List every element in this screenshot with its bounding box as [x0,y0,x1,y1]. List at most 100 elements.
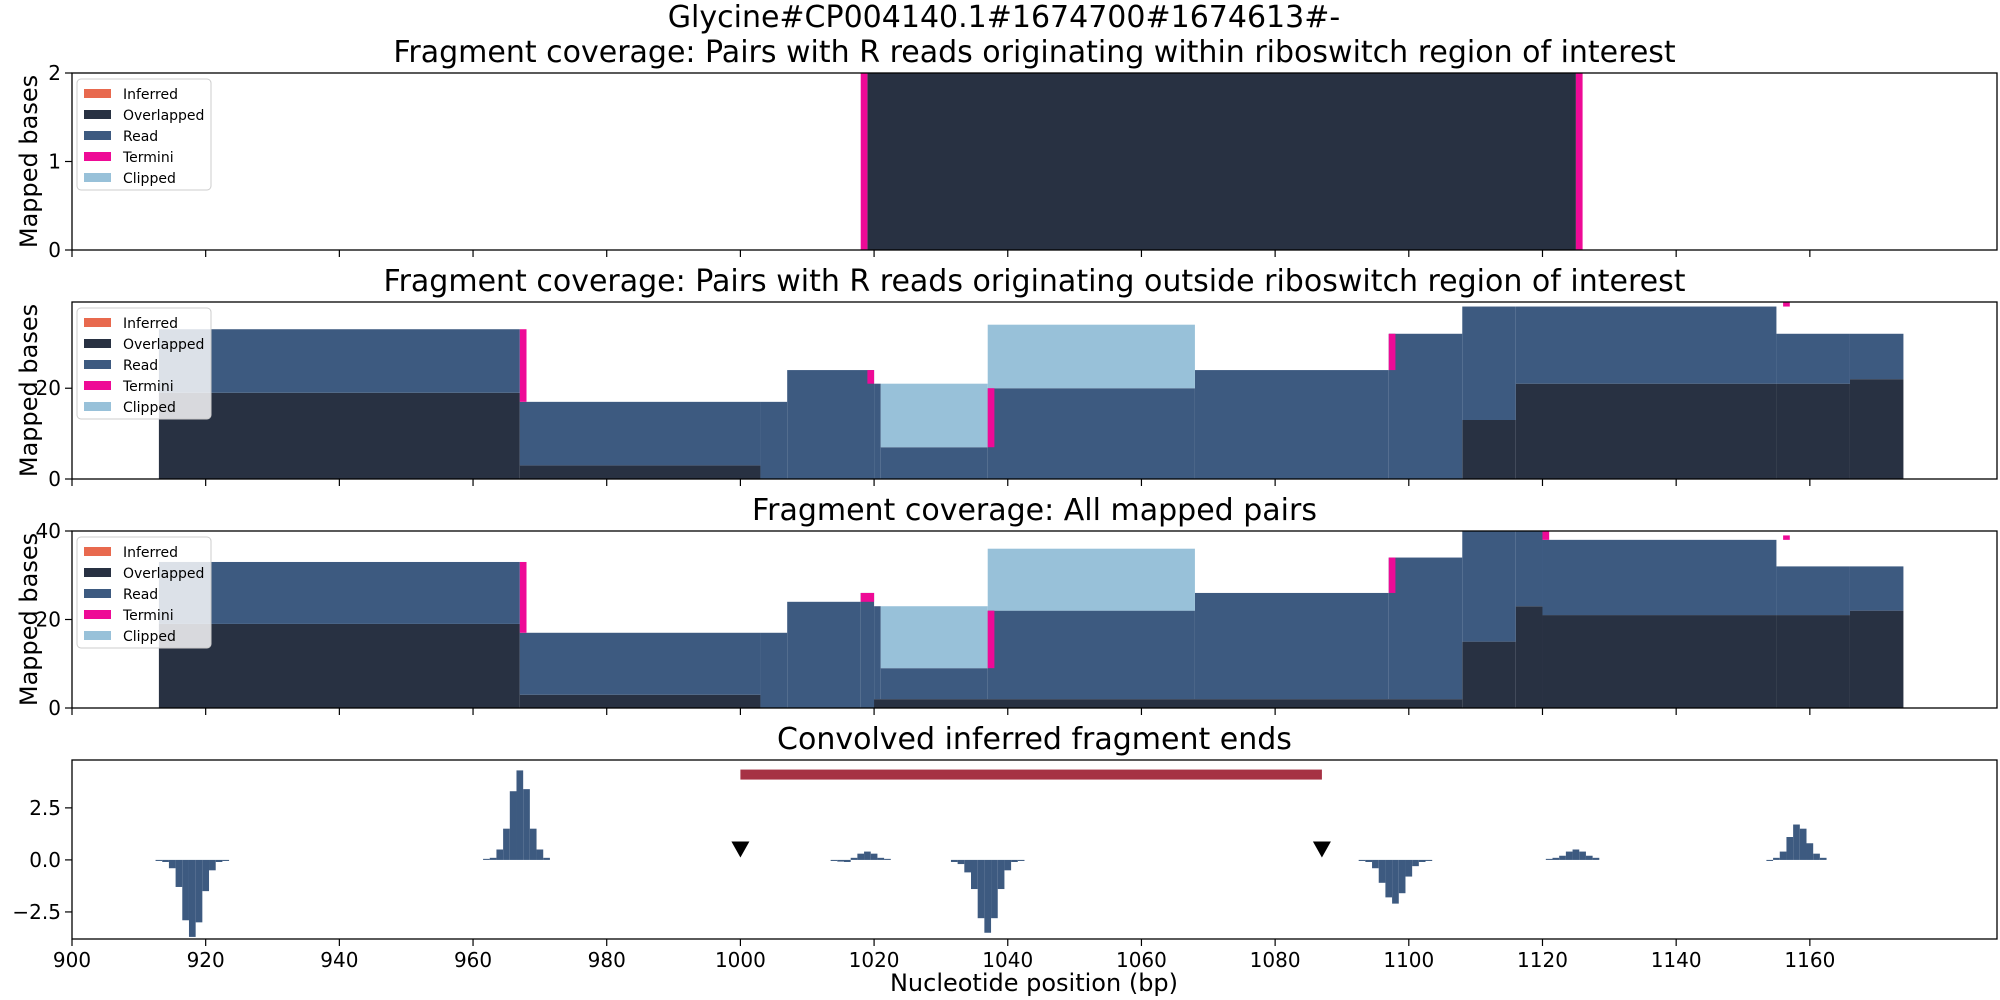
x-tick-label: 920 [187,948,225,972]
end-bar [1813,853,1820,860]
x-axis-label: Nucleotide position (bp) [890,969,1178,997]
legend-swatch [84,568,111,577]
legend-swatch [84,631,111,640]
legend-frame [76,78,212,191]
end-bar [877,857,885,860]
end-bar [984,859,992,933]
end-bar [857,853,865,860]
overlapped-segment [1776,383,1850,479]
y-tick-label: −2.5 [12,900,61,924]
legend: Inferred Overlapped Read Termini Clipped [76,536,212,649]
legend-label: Read [123,587,158,603]
end-bar [864,851,871,860]
end-bar [175,859,183,887]
y-tick-label: 0 [48,238,61,262]
end-bar [1806,843,1814,860]
read-segment [1194,370,1389,479]
axes-frame [71,301,1998,480]
end-bar [1766,859,1774,861]
plot-area [158,531,1904,708]
y-axis-label: Mapped bases [15,533,43,706]
legend-label: Clipped [123,400,176,416]
end-bar [884,858,891,860]
end-bar [1392,859,1399,904]
legend-label: Inferred [123,87,178,103]
panel-title: Fragment coverage: All mapped pairs [752,493,1317,528]
legend-label: Clipped [123,171,176,187]
x-tick-label: 980 [588,948,626,972]
figure-suptitle: Glycine#CP004140.1#1674700#1674613#- [668,0,1340,35]
read-segment [158,329,520,393]
legend-label: Overlapped [123,108,204,124]
x-tick-label: 1100 [1383,948,1434,972]
end-bar [1398,859,1406,894]
panel-title: Convolved inferred fragment ends [777,722,1292,757]
legend: Inferred Overlapped Read Termini Clipped [76,78,212,191]
end-bar [155,859,163,861]
overlapped-segment [158,392,520,479]
read-segment [987,610,1195,700]
overlapped-segment [867,699,1463,708]
end-bar [1552,857,1560,860]
end-bar [964,859,972,873]
x-tick-label: 900 [53,948,91,972]
legend-label: Termini [122,379,174,395]
panels: Fragment coverage: Pairs with R reads or… [12,35,1998,972]
termini-segment [987,610,995,669]
termini-segment [860,73,868,250]
x-tick-label: 1000 [715,948,766,972]
y-tick-label: 20 [36,608,61,632]
read-segment [1462,531,1516,642]
read-segment [1462,306,1516,420]
y-tick-label: 0.0 [29,848,61,872]
end-bar [489,857,497,860]
end-bar [1418,859,1426,862]
read-segment [880,668,988,700]
read-segment [760,401,788,479]
end-bar [1572,849,1580,860]
end-bar [997,859,1005,890]
end-bar [1779,851,1787,860]
overlapped-segment [1849,379,1904,479]
read-segment [880,447,988,479]
riboswitch-marker [1312,841,1331,858]
panel-3: Fragment coverage: All mapped pairs Mappe… [15,493,1998,720]
legend-swatch [84,339,111,348]
legend-label: Overlapped [123,566,204,582]
end-bar [1365,859,1373,862]
end-bar [1004,859,1012,871]
overlapped-segment [1776,615,1850,708]
end-bar [1545,858,1553,860]
read-segment [1776,333,1850,384]
y-tick-label: 0 [48,696,61,720]
termini-segment [1575,73,1583,250]
end-bar [1786,837,1794,860]
read-segment [860,592,875,708]
end-bar [1405,859,1413,877]
overlapped-segment [1849,610,1904,708]
legend-swatch [84,152,111,161]
y-tick-label: 2.5 [29,796,61,820]
x-tick-label: 1140 [1651,948,1702,972]
legend-frame [76,536,212,649]
end-bar [536,849,544,860]
end-bar [516,770,524,860]
legend-label: Overlapped [123,337,204,353]
legend-swatch [84,381,111,390]
end-bar [168,859,176,869]
end-bar [950,859,958,862]
read-segment [1776,566,1850,616]
end-bar [503,828,510,860]
x-tick-label: 1060 [1116,948,1167,972]
x-tick-label: 1160 [1784,948,1835,972]
end-bar [209,859,216,871]
legend-label: Inferred [123,316,178,332]
read-segment [1515,531,1543,607]
termini-segment [987,388,995,448]
read-segment [987,388,1195,479]
y-tick-label: 20 [36,376,61,400]
end-bar [1017,859,1025,861]
legend-label: Inferred [123,545,178,561]
legend-label: Clipped [123,629,176,645]
legend-swatch [84,402,111,411]
